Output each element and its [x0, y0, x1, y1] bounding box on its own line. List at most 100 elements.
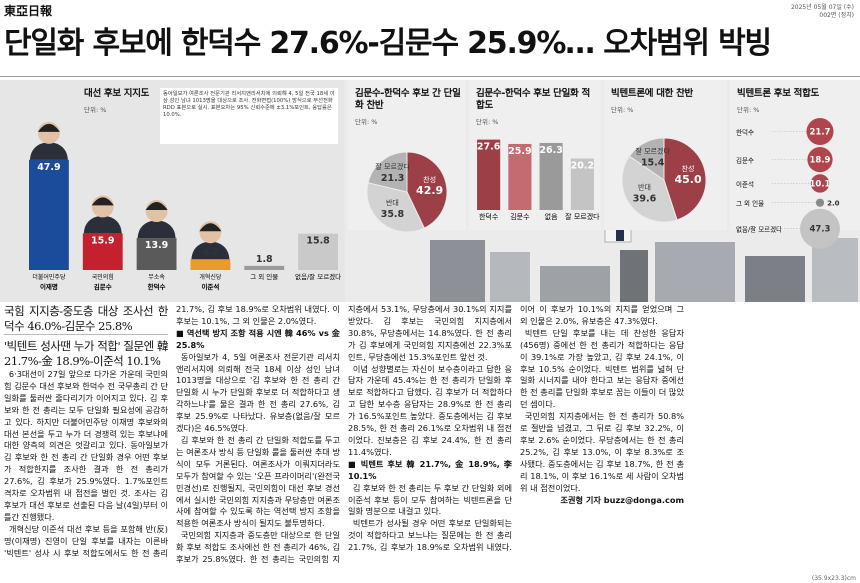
- bar: [190, 259, 231, 270]
- slice-label: 반대: [638, 183, 651, 192]
- paragraph: 6·3대선이 27일 앞으로 다가온 가운데 국민의힘 김문수 대선 후보와 한…: [4, 369, 168, 522]
- bubble: [815, 198, 825, 207]
- paragraph: 동아일보가 4, 5일 여론조사 전문기관 리서치앤리서치에 의뢰해 전국 18…: [176, 351, 340, 434]
- paragraph: 이념 성향별로는 자신이 보수층이라고 답한 응답자 가운데 45.4%는 한 …: [348, 363, 512, 457]
- paragraph: 국민의힘 지지층과 중도층만 대상으로 한 단일화 후보 적합도 조사에선 한 …: [176, 304, 512, 565]
- value-label: 10.1: [810, 179, 831, 189]
- value-label: 15.8: [306, 236, 330, 247]
- section-heading: ■ 빅텐트 후보 韓 21.7%, 金 18.9%, 李 10.1%: [348, 458, 512, 481]
- paragraph: 개혁신당 이준석 대선 후보 등을 포함해 반(反)명(이재명) 진영이 단일 …: [4, 304, 340, 558]
- paragraph: 국민의힘 지지층에서는 한 전 총리가 50.8%로 절반을 넘겼고, 그 뒤로…: [520, 411, 684, 493]
- bar: [136, 238, 177, 270]
- value-label: 18.9: [810, 156, 831, 166]
- category-label: 없음/잘 모르겠다: [736, 225, 782, 234]
- bar: [539, 142, 563, 210]
- bar: [28, 159, 69, 270]
- portrait-hair: [145, 202, 168, 211]
- portrait-hair: [91, 197, 114, 206]
- bubble: [806, 118, 834, 146]
- value-label: 15.4: [641, 157, 665, 168]
- bar: [570, 158, 594, 210]
- category-label: 김문수: [510, 213, 530, 221]
- page-size: (35.9x23.3)cm: [811, 575, 856, 582]
- portrait-body: [191, 241, 230, 260]
- chart-title: 김문수-한덕수 후보 단일화 적합도: [476, 88, 590, 111]
- portrait-body: [83, 215, 122, 234]
- chart-title: 빅텐트론 후보 적합도: [737, 88, 819, 99]
- bubble: [810, 174, 830, 193]
- portrait-body: [137, 220, 176, 239]
- chart-title: 빅텐트론에 대한 찬반: [611, 88, 693, 99]
- value-label: 45.0: [674, 173, 701, 186]
- bar: [82, 233, 123, 270]
- bar: [244, 265, 285, 270]
- bar: [298, 233, 339, 270]
- value-label: 21.3: [381, 173, 404, 184]
- portrait-hair: [199, 223, 222, 232]
- subheadline: '빅텐트 성사땐 누가 적합' 질문엔 韓 21.7%-金 18.9%-이준석 …: [4, 334, 169, 369]
- category-label: 그 외 인물: [250, 272, 278, 281]
- pie-slice: [367, 151, 408, 193]
- value-label: 47.9: [37, 162, 60, 173]
- section-heading: ■ 역선택 방지 조항 적용 시엔 韓 46% vs 金 25.8%: [176, 327, 340, 350]
- group-label: 개혁신당: [199, 273, 222, 281]
- slice-label: 잘 모르겠다: [375, 162, 410, 171]
- value-label: 25.9: [508, 146, 531, 157]
- chart-title-box: 빅텐트론 후보 적합도: [737, 88, 819, 99]
- group-label: 더불어민주당: [32, 273, 66, 281]
- value-label: 39.6: [633, 194, 657, 205]
- slice-label: 반대: [386, 198, 399, 207]
- unit-label: 단위: %: [476, 117, 498, 126]
- paragraph: 김 후보와 한 전 총리 간 단일화 적합도를 두고는 여론조사 방식 등 단일…: [176, 434, 340, 529]
- bubble: [800, 208, 840, 249]
- pie-slice: [406, 151, 448, 229]
- value-label: 47.3: [810, 225, 831, 235]
- divider: [0, 76, 860, 77]
- bar: [508, 143, 532, 210]
- chart-title: 대선 후보 지지도: [84, 88, 150, 99]
- category-label: 이준석: [201, 282, 219, 291]
- pie-slice: [663, 137, 707, 221]
- group-label: 국민의힘: [92, 273, 114, 281]
- category-label: 이재명: [40, 282, 58, 291]
- portrait-body: [29, 141, 68, 160]
- bar: [477, 139, 501, 210]
- page-number: 002면 (정치): [819, 12, 854, 19]
- value-label: 26.3: [539, 145, 562, 156]
- category-label: 김문수: [736, 157, 754, 165]
- article-body: 국힘 지지층-중도층 대상 조사선 한덕수 46.0%-김문수 25.8% '빅텐…: [4, 304, 856, 574]
- masthead: 東亞日報: [4, 4, 53, 18]
- headline: 단일화 후보에 한덕수 27.6%-김문수 25.9%… 오차범위 박빙: [4, 26, 772, 61]
- value-label: 42.9: [416, 184, 443, 197]
- chart-title-box: 김문수-한덕수 후보 단일화 적합도: [476, 88, 590, 111]
- category-label: 잘 모르겠다: [565, 212, 600, 221]
- category-label: 한덕수: [479, 212, 499, 221]
- issue-date: 2025년 05월 07일 (수): [790, 4, 854, 11]
- value-label: 15.9: [91, 235, 114, 246]
- category-label: 없음/잘 모르겠다: [295, 272, 341, 281]
- unit-label: 단위: %: [737, 105, 759, 114]
- value-label: 35.8: [381, 209, 405, 220]
- slice-label: 찬성: [682, 164, 695, 173]
- value-label: 2.0: [827, 200, 840, 208]
- chart-note-box: 동아일보가 여론조사 전문기관 리서치앤리서치에 의뢰해 4, 5일 전국 18…: [160, 88, 338, 144]
- chart-note: 동아일보가 여론조사 전문기관 리서치앤리서치에 의뢰해 4, 5일 전국 18…: [160, 88, 338, 144]
- chart-title-box: 대선 후보 지지도: [84, 88, 150, 99]
- chart-title: 김문수-한덕수 후보 간 단일화 찬반: [355, 88, 461, 111]
- category-label: 한덕수: [736, 128, 754, 137]
- category-label: 그 외 인물: [736, 199, 764, 208]
- value-label: 13.9: [145, 240, 168, 251]
- unit-label: 단위: %: [355, 117, 377, 126]
- value-label: 21.7: [810, 128, 831, 138]
- category-label: 김문수: [94, 282, 112, 291]
- slice-label: 잘 모르겠다: [635, 146, 670, 155]
- unit-label: 단위: %: [84, 105, 106, 114]
- value-label: 4.7: [202, 247, 219, 258]
- category-label: 한덕수: [148, 282, 166, 291]
- subheadline: 국힘 지지층-중도층 대상 조사선 한덕수 46.0%-김문수 25.8%: [4, 304, 169, 333]
- pie-slice: [366, 182, 425, 233]
- byline: 조권형 기자 buzz@donga.com: [560, 494, 684, 505]
- portrait-hair: [37, 123, 60, 132]
